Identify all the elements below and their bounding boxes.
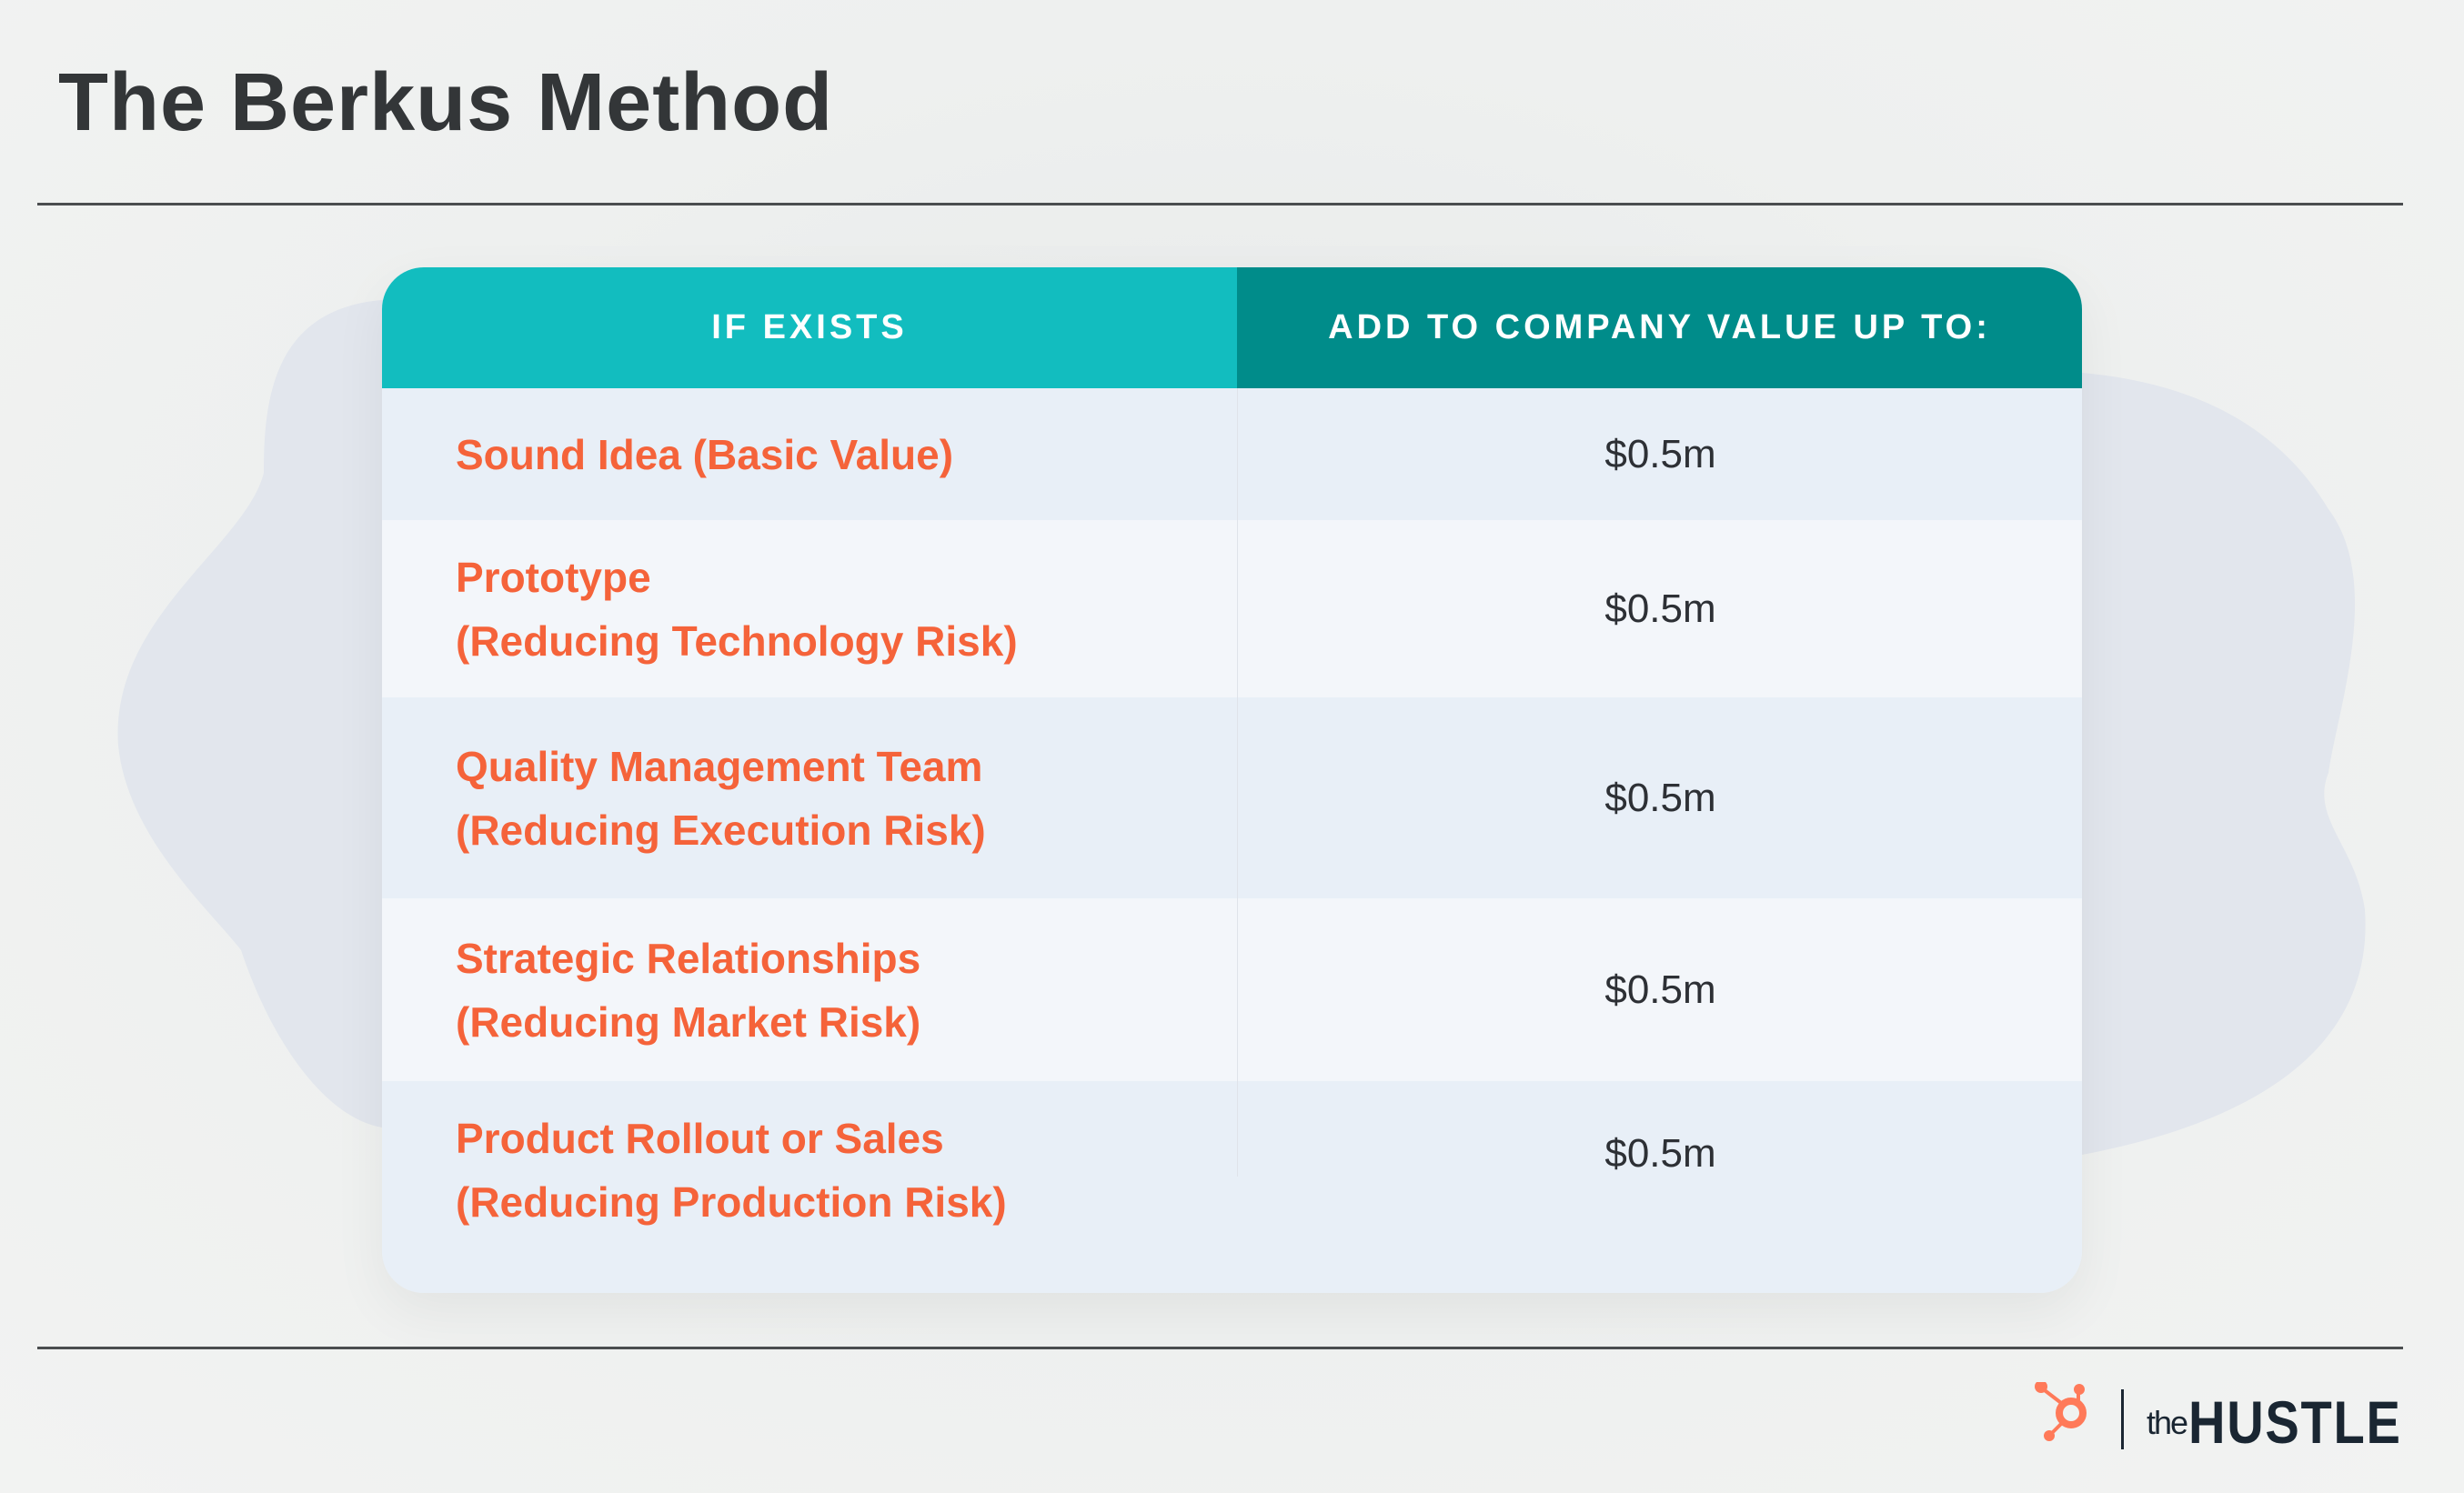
value-cell: $0.5m	[1237, 1081, 2082, 1177]
value-cell: $0.5m	[1237, 697, 2082, 898]
value-cell: $0.5m	[1237, 520, 2082, 697]
hubspot-sprocket-icon	[2035, 1380, 2124, 1449]
top-divider	[37, 203, 2403, 205]
logo-prefix: the	[2147, 1404, 2188, 1441]
table-row: Sound Idea (Basic Value) $0.5m	[382, 388, 2082, 520]
factor-subtext: (Reducing Market Risk)	[456, 997, 921, 1046]
value-cell: $0.5m	[1237, 388, 2082, 520]
bottom-divider	[37, 1347, 2403, 1349]
factor-text: Product Rollout or Sales	[456, 1115, 944, 1162]
value-cell: $0.5m	[1237, 898, 2082, 1081]
factor-subtext: (Reducing Production Risk)	[456, 1178, 1007, 1226]
berkus-table: IF EXISTS ADD TO COMPANY VALUE UP TO: So…	[382, 267, 2082, 1293]
factor-text: Quality Management Team	[456, 742, 983, 790]
factor-cell: Product Rollout or Sales (Reducing Produc…	[382, 1081, 1238, 1293]
page-title: The Berkus Method	[58, 57, 834, 148]
factor-subtext: (Reducing Execution Risk)	[456, 806, 986, 854]
factor-cell: Prototype (Reducing Technology Risk)	[382, 520, 1238, 697]
factor-cell: Sound Idea (Basic Value)	[382, 388, 1238, 520]
the-hustle-logo: the HUSTLE	[2028, 1380, 2400, 1468]
table-row: Prototype (Reducing Technology Risk) $0.5…	[382, 520, 2082, 697]
factor-text: Sound Idea (Basic Value)	[456, 430, 954, 478]
header-add-value: ADD TO COMPANY VALUE UP TO:	[1237, 267, 2082, 388]
table-row: Product Rollout or Sales (Reducing Produc…	[382, 1081, 2082, 1293]
table-row: Quality Management Team (Reducing Executi…	[382, 697, 2082, 898]
factor-text: Strategic Relationships	[456, 934, 921, 982]
factor-text: Prototype	[456, 553, 651, 601]
header-if-exists: IF EXISTS	[382, 267, 1237, 388]
factor-cell: Quality Management Team (Reducing Executi…	[382, 697, 1238, 898]
factor-subtext: (Reducing Technology Risk)	[456, 616, 1018, 665]
table-row: Strategic Relationships (Reducing Market …	[382, 898, 2082, 1081]
factor-cell: Strategic Relationships (Reducing Market …	[382, 898, 1238, 1081]
logo-name: HUSTLE	[2188, 1388, 2402, 1456]
